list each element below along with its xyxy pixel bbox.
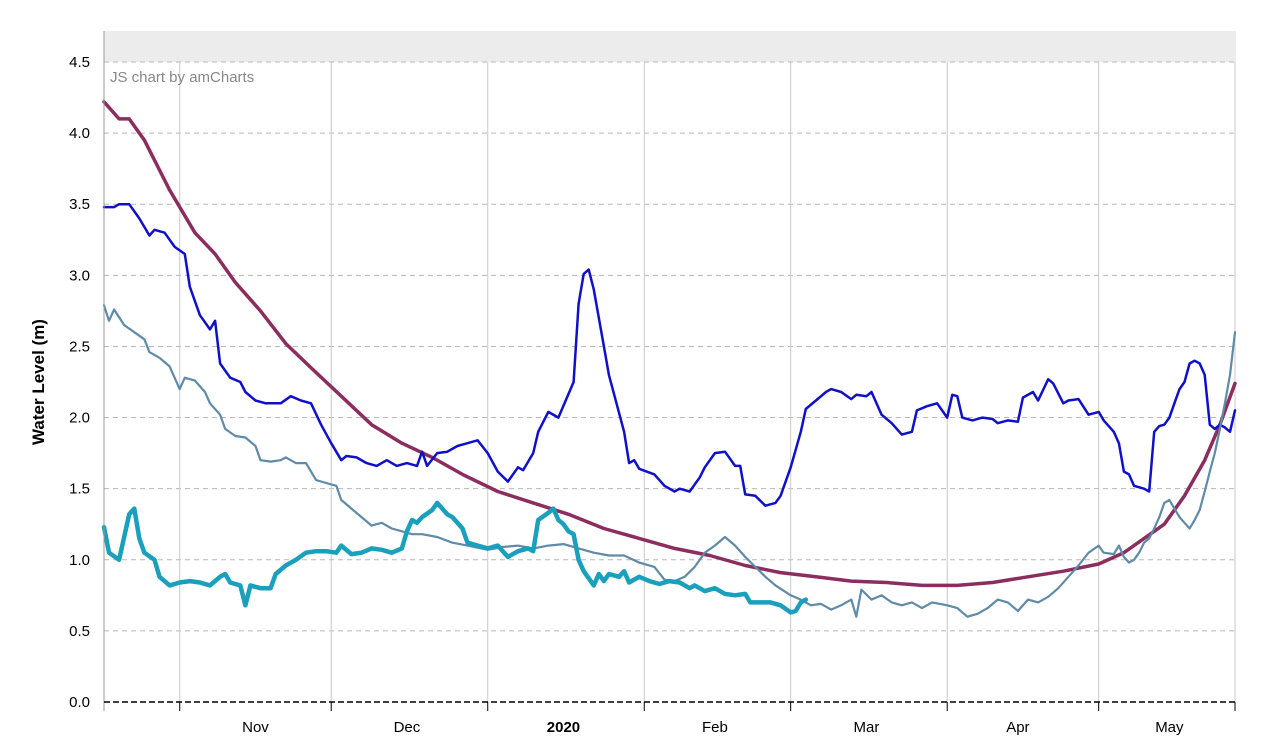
x-tick-label: Mar: [853, 719, 879, 736]
y-tick-label: 0.5: [69, 623, 90, 640]
y-axis-title: Water Level (m): [29, 319, 48, 445]
x-tick-label: May: [1155, 719, 1184, 736]
x-tick-label: 2020: [547, 719, 580, 736]
grid-layer: [104, 61, 1236, 702]
y-tick-label: 0.0: [69, 694, 90, 711]
x-tick-label: Apr: [1006, 719, 1029, 736]
x-tick-label: Nov: [242, 719, 269, 736]
series-line-teal[interactable]: [101, 500, 809, 615]
y-tick-label: 1.0: [69, 552, 90, 569]
chart-credit[interactable]: JS chart by amCharts: [110, 69, 254, 86]
y-tick-label: 3.0: [69, 267, 90, 284]
x-tick-label: Feb: [702, 719, 728, 736]
series-line-steel[interactable]: [102, 304, 1237, 618]
series-line-purple[interactable]: [102, 100, 1237, 588]
y-tick-label: 3.5: [69, 196, 90, 213]
y-tick-label: 2.0: [69, 410, 90, 427]
y-tick-label: 4.5: [69, 54, 90, 71]
y-tick-label: 1.5: [69, 481, 90, 498]
series-layer: [101, 100, 1237, 618]
y-tick-label: 2.5: [69, 338, 90, 355]
scrollbar-track[interactable]: [104, 31, 1236, 62]
series-line-blue[interactable]: [102, 202, 1237, 507]
x-tick-label: Dec: [394, 719, 421, 736]
y-tick-label: 4.0: [69, 125, 90, 142]
axis-layer: 0.0 0.5 1.0 1.5 2.0 2.5 3.0 3.5 4.0 4.5 Nov Dec 2020…: [69, 31, 1236, 736]
